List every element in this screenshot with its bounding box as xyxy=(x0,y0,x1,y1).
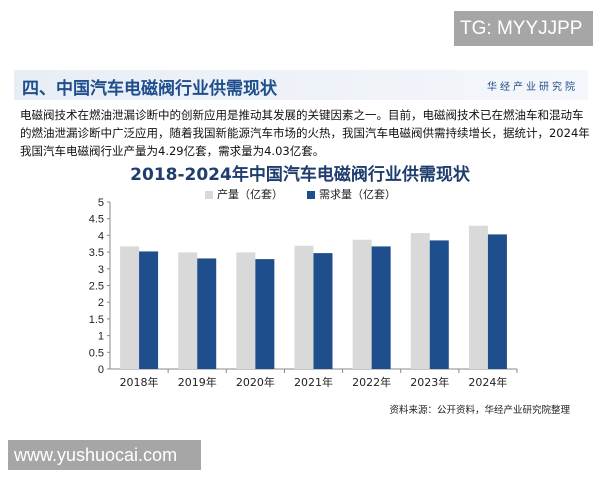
y-tick-label: 0.5 xyxy=(89,347,104,359)
legend-item-production: 产量（亿套） xyxy=(205,186,283,202)
y-tick-label: 3.5 xyxy=(89,247,104,259)
bar-demand xyxy=(139,251,159,369)
x-tick-label: 2022年 xyxy=(352,375,391,389)
y-tick-label: 2 xyxy=(98,297,104,309)
watermark-bottom: www.yushuocai.com xyxy=(8,440,201,470)
y-tick-label: 5 xyxy=(98,197,104,209)
y-tick-label: 2.5 xyxy=(89,281,104,293)
watermark-top: TG: MYYJJPP xyxy=(454,11,593,46)
source-note: 资料来源：公开资料，华经产业研究院整理 xyxy=(389,405,570,416)
x-tick-label: 2023年 xyxy=(410,375,449,389)
y-tick-label: 4 xyxy=(98,230,104,242)
bar-demand xyxy=(429,240,449,369)
chart-title: 2018-2024年中国汽车电磁阀行业供需现状 xyxy=(130,165,470,185)
bar-production xyxy=(120,246,140,369)
section-title: 四、中国汽车电磁阀行业供需现状 xyxy=(22,79,277,99)
x-tick-label: 2021年 xyxy=(294,375,333,389)
x-tick-label: 2018年 xyxy=(120,375,159,389)
bar-demand xyxy=(487,234,507,369)
x-tick-label: 2020年 xyxy=(236,375,275,389)
y-tick-label: 1 xyxy=(98,331,104,343)
x-tick-label: 2024年 xyxy=(468,375,507,389)
bar-demand xyxy=(197,258,217,369)
bar-demand xyxy=(371,246,391,369)
bar-production xyxy=(178,252,198,369)
y-tick-label: 3 xyxy=(98,264,104,276)
bar-production xyxy=(410,233,430,369)
x-tick-label: 2019年 xyxy=(178,375,217,389)
bar-production xyxy=(236,252,256,369)
bar-demand xyxy=(313,253,333,369)
y-tick-label: 1.5 xyxy=(89,314,104,326)
bar-production xyxy=(352,239,372,369)
y-tick-label: 0 xyxy=(98,364,104,376)
brand-logo: 华经产业研究院 xyxy=(487,82,578,93)
y-tick-label: 4.5 xyxy=(89,214,104,226)
legend: 产量（亿套） 需求量（亿套） xyxy=(205,186,396,202)
bar-production xyxy=(294,245,314,369)
paragraph: 电磁阀技术在燃油泄漏诊断中的创新应用是推动其发展的关键因素之一。目前，电磁阀技术… xyxy=(20,108,590,158)
legend-item-demand: 需求量（亿套） xyxy=(307,186,396,202)
bar-demand xyxy=(255,259,275,369)
bar-production xyxy=(468,225,488,369)
section-header: 四、中国汽车电磁阀行业供需现状 华经产业研究院 xyxy=(14,70,588,100)
